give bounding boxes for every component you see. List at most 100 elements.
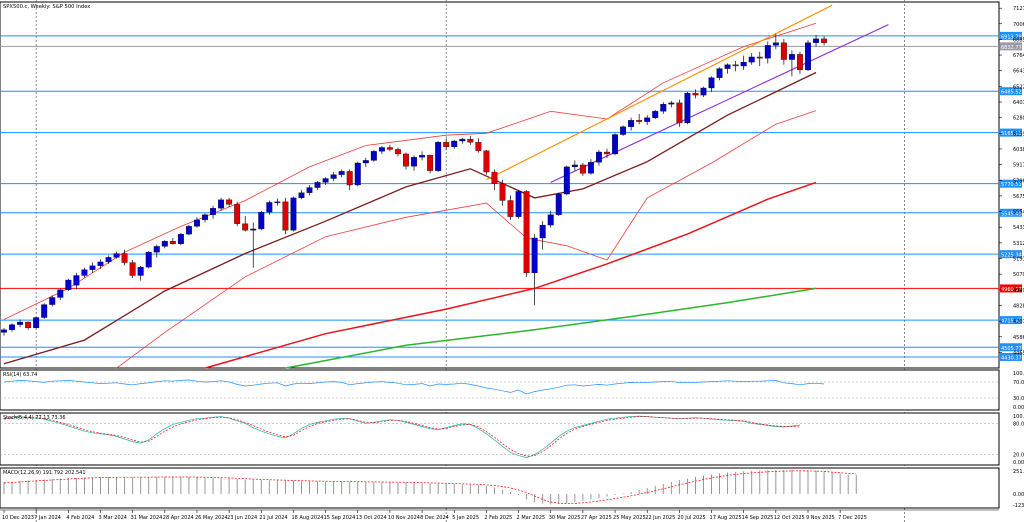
level-price-tag	[1000, 208, 1022, 217]
candle-bearish	[282, 201, 289, 231]
candle-bullish	[700, 87, 707, 96]
candle-bullish	[435, 142, 442, 171]
candle-bullish	[563, 166, 570, 195]
chart-title: SPX500.c, Weekly: S&P 500 Index	[3, 4, 90, 10]
candle-bullish	[620, 126, 627, 135]
candle-bullish	[81, 269, 88, 276]
candle-bearish	[491, 171, 498, 184]
candle-bullish	[153, 246, 160, 253]
candle-bullish	[218, 199, 225, 209]
x-tick-label: 30 Mar 2025	[549, 515, 581, 521]
x-tick-label: 2 Feb 2025	[484, 515, 512, 521]
candle-bullish	[290, 197, 297, 231]
candle-bullish	[805, 42, 811, 71]
y-tick-label: 4465.16	[1013, 350, 1024, 356]
candle-bearish	[242, 223, 249, 231]
candle-bullish	[716, 68, 723, 78]
candle-bullish	[33, 317, 40, 329]
moving-average-line-ma50	[204, 181, 817, 369]
x-tick-label: 13 Oct 2024	[356, 515, 387, 521]
candle-bullish	[314, 182, 321, 188]
x-tick-label: 31 Mar 2024	[131, 515, 163, 521]
candle-bullish	[338, 171, 345, 175]
candle-bearish	[523, 191, 530, 274]
level-price-tag	[1000, 42, 1022, 51]
y-tick-label: 4949.28	[1013, 288, 1024, 294]
candle-bullish	[145, 252, 152, 268]
candle-bearish	[636, 120, 643, 122]
candle-bearish	[129, 262, 136, 276]
candle-bullish	[370, 151, 377, 161]
level-price-tag	[1000, 128, 1022, 137]
y-tick-label: 100.00	[1013, 414, 1024, 420]
rsi-pane[interactable]: 100.00 70.00 30.00 0.00 RSI(14) 63.74	[0, 369, 1024, 411]
y-tick-label: 6764.73	[1013, 53, 1024, 59]
candle-bullish	[298, 192, 305, 199]
y-tick-label: 251.963	[1013, 469, 1024, 475]
candle-bullish	[531, 237, 538, 274]
x-tick-label: 18 Aug 2024	[291, 515, 323, 521]
candle-bullish	[17, 321, 24, 325]
y-tick-label: 6643.70	[1013, 69, 1024, 75]
y-tick-label: 5796.49	[1013, 178, 1024, 184]
candle-bullish	[202, 214, 208, 221]
trendline	[486, 4, 833, 181]
candle-bearish	[756, 56, 763, 59]
candle-bullish	[571, 164, 578, 168]
candle-bullish	[266, 202, 273, 213]
candle-bullish	[274, 201, 281, 203]
candle-bullish	[596, 151, 602, 163]
candle-bullish	[660, 104, 667, 112]
candle-bearish	[780, 42, 787, 60]
candle-bullish	[97, 261, 104, 266]
level-price-tag	[1000, 343, 1022, 352]
candle-bullish	[49, 297, 56, 305]
x-tick-label: 17 Aug 2025	[710, 515, 742, 521]
macd-pane[interactable]: 251.963 0.00 -123.686 MACD(12,26,9) 191.792…	[0, 467, 1024, 509]
x-tick-label: 20 Jul 2025	[677, 515, 705, 521]
y-tick-label: 4828.25	[1013, 303, 1024, 309]
candle-bullish	[9, 324, 15, 330]
bollinger-upper-line	[3, 22, 817, 320]
y-tick-label: -123.686	[1013, 503, 1024, 509]
candle-bullish	[161, 241, 168, 247]
candle-bullish	[137, 266, 144, 276]
candle-bullish	[764, 45, 771, 59]
candle-bullish	[210, 208, 216, 215]
stochastic-title: Stoch(5,4,4) 77.13 73.36	[3, 415, 66, 421]
y-tick-label: 4707.22	[1013, 319, 1024, 325]
candle-bullish	[652, 111, 659, 118]
y-tick-label: 100.00	[1013, 371, 1024, 377]
y-tick-label: 6159.58	[1013, 131, 1024, 137]
x-tick-label: 26 May 2024	[195, 515, 228, 521]
level-price-label: 5225.34	[1001, 253, 1022, 259]
candle-bullish	[539, 224, 546, 239]
level-price-tag	[1000, 250, 1022, 259]
level-price-tag	[1000, 87, 1022, 96]
candle-bullish	[419, 155, 426, 158]
candle-bearish	[579, 164, 586, 174]
x-tick-label: 2 Mar 2025	[517, 515, 546, 521]
x-tick-label: 8 Dec 2024	[420, 515, 449, 521]
candle-bullish	[813, 38, 819, 43]
x-tick-label: 5 Jan 2025	[452, 515, 479, 521]
stochastic-series-line	[3, 415, 801, 459]
candle-bearish	[692, 93, 699, 96]
candle-bearish	[25, 321, 32, 329]
y-tick-label: 5433.40	[1013, 225, 1024, 231]
y-tick-label: 4586.19	[1013, 335, 1024, 341]
candle-bearish	[676, 102, 683, 124]
candle-bullish	[515, 191, 522, 217]
candle-bearish	[234, 204, 241, 224]
x-tick-label: 3 Mar 2024	[98, 515, 127, 521]
x-tick-label: 22 Jun 2025	[645, 515, 675, 521]
candle-bullish	[41, 304, 48, 318]
moving-average-line-ma20	[3, 71, 817, 365]
candle-bullish	[587, 162, 594, 174]
